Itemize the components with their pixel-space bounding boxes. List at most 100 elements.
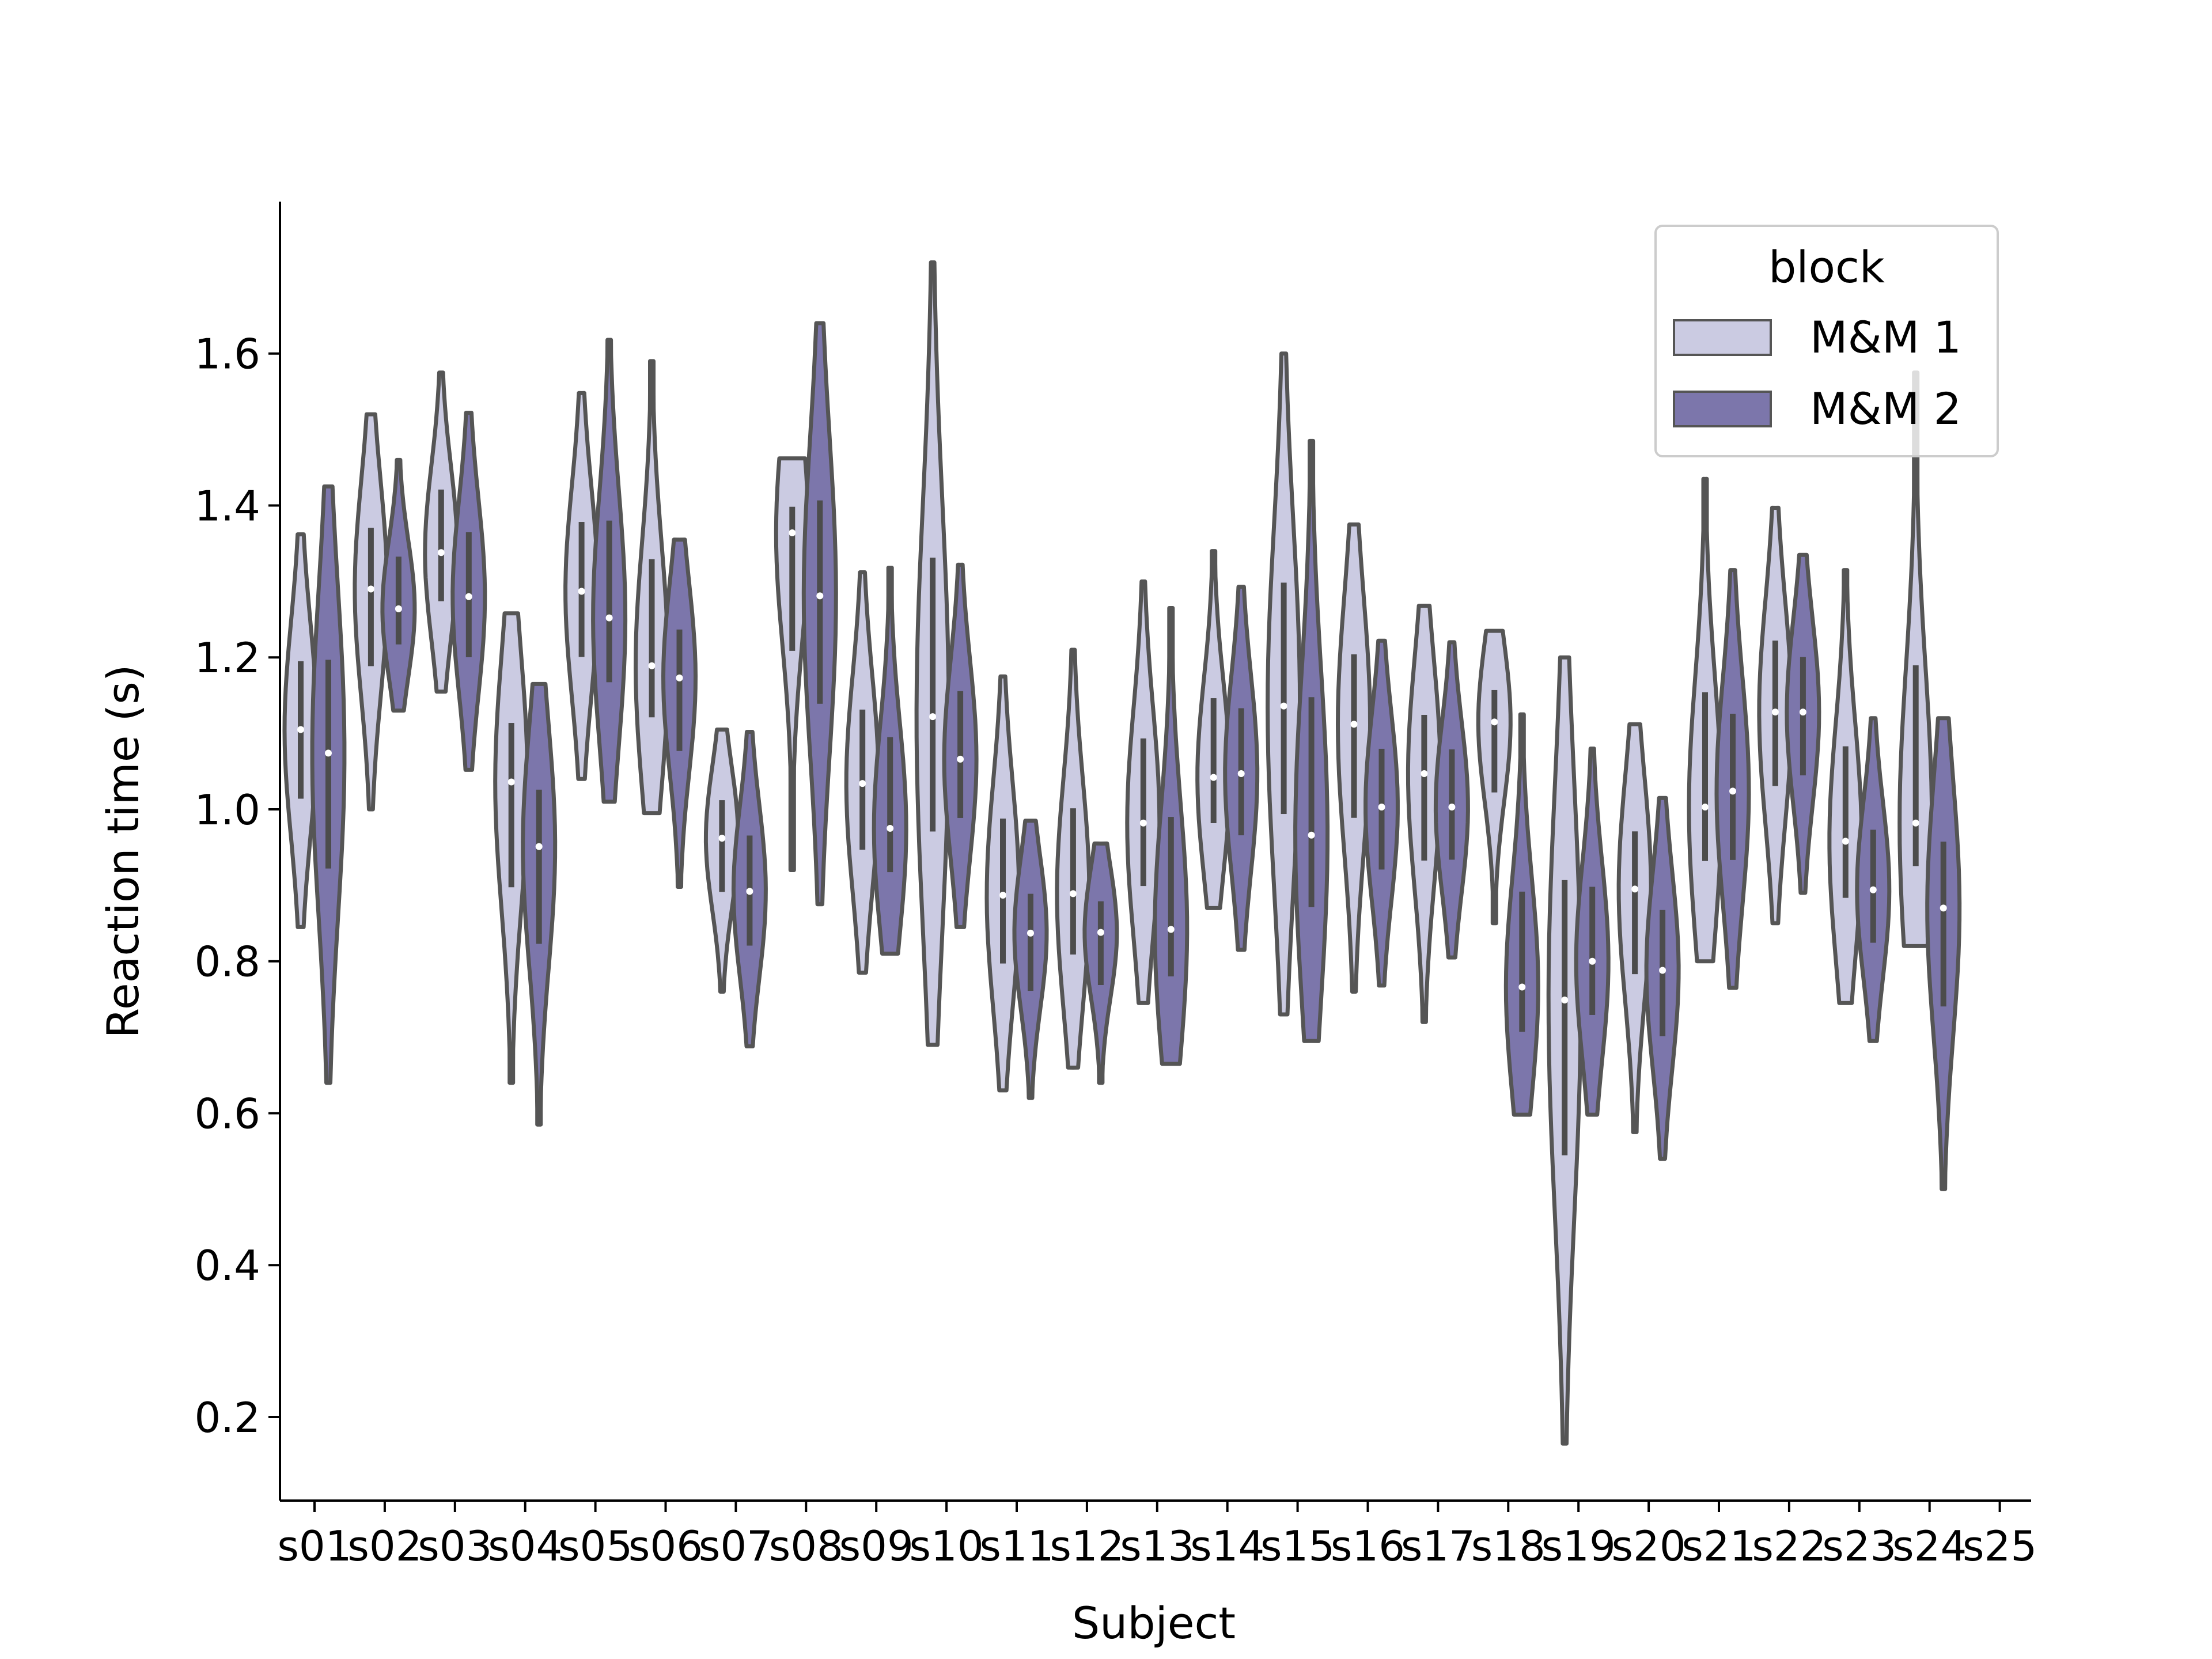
violin-box-s22-mm2 xyxy=(1800,657,1806,776)
violin-box-s03-mm1 xyxy=(438,489,444,601)
violin-box-s01-mm2 xyxy=(325,660,331,869)
median-dot-s03-mm1 xyxy=(437,549,445,556)
violin-box-s10-mm1 xyxy=(930,558,936,832)
x-tick-label: s22 xyxy=(1752,1522,1826,1570)
x-ticks: s01s02s03s04s05s06s07s08s09s10s11s12s13s… xyxy=(277,1501,2037,1570)
violin-box-s05-mm2 xyxy=(606,520,612,683)
median-dot-s16-mm2 xyxy=(1378,804,1385,811)
violin-box-s18-mm1 xyxy=(1491,690,1498,793)
median-dot-s23-mm2 xyxy=(1869,886,1877,893)
median-dot-s17-mm2 xyxy=(1448,804,1456,811)
violin-box-s07-mm1 xyxy=(719,800,725,892)
violin-box-s23-mm1 xyxy=(1842,746,1849,898)
y-tick-label: 1.2 xyxy=(194,634,260,682)
median-dot-s13-mm1 xyxy=(1139,819,1147,827)
median-dot-s06-mm2 xyxy=(676,674,683,681)
x-tick-label: s10 xyxy=(910,1522,984,1570)
violin-box-s24-mm1 xyxy=(1912,665,1919,866)
violin-box-s11-mm1 xyxy=(1000,819,1006,964)
median-dot-s17-mm1 xyxy=(1421,770,1428,777)
y-tick-label: 1.4 xyxy=(194,482,260,530)
violin-box-s21-mm2 xyxy=(1730,714,1736,860)
legend-title: block xyxy=(1768,241,1885,293)
median-dot-s08-mm2 xyxy=(816,592,824,600)
y-tick-label: 1.0 xyxy=(194,786,260,834)
violin-box-s13-mm2 xyxy=(1168,817,1174,977)
median-dot-s19-mm2 xyxy=(1589,957,1596,965)
x-tick-label: s01 xyxy=(277,1522,351,1570)
violin-box-s24-mm2 xyxy=(1940,842,1946,1007)
median-dot-s21-mm1 xyxy=(1702,804,1709,811)
median-dot-s24-mm2 xyxy=(1940,904,1947,912)
median-dot-s15-mm2 xyxy=(1308,831,1315,839)
median-dot-s01-mm1 xyxy=(297,726,304,733)
median-dot-s21-mm2 xyxy=(1729,787,1736,795)
y-tick-label: 1.6 xyxy=(194,330,260,378)
x-tick-label: s16 xyxy=(1331,1522,1405,1570)
x-tick-label: s19 xyxy=(1541,1522,1616,1570)
x-tick-label: s08 xyxy=(769,1522,843,1570)
y-tick-label: 0.4 xyxy=(194,1241,260,1290)
violin-box-s04-mm1 xyxy=(508,723,514,888)
violin-box-s12-mm1 xyxy=(1070,808,1076,955)
violin-box-s08-mm2 xyxy=(817,500,823,704)
median-dot-s02-mm1 xyxy=(367,585,374,593)
x-tick-label: s18 xyxy=(1471,1522,1546,1570)
x-tick-label: s06 xyxy=(628,1522,703,1570)
median-dot-s10-mm1 xyxy=(929,713,937,721)
median-dot-s02-mm2 xyxy=(395,605,402,612)
median-dot-s20-mm1 xyxy=(1631,885,1639,893)
median-dot-s12-mm2 xyxy=(1097,929,1104,936)
y-tick-label: 0.6 xyxy=(194,1089,260,1138)
violin-box-s04-mm2 xyxy=(536,789,542,944)
legend-swatch-mm2 xyxy=(1673,391,1772,427)
median-dot-s14-mm2 xyxy=(1237,770,1245,777)
y-tick-label: 0.2 xyxy=(194,1393,260,1442)
violin-box-s20-mm1 xyxy=(1632,831,1638,975)
x-tick-label: s02 xyxy=(347,1522,422,1570)
median-dot-s01-mm2 xyxy=(325,749,332,757)
violin-box-s10-mm2 xyxy=(957,691,964,818)
x-tick-label: s12 xyxy=(1050,1522,1124,1570)
x-tick-label: s04 xyxy=(488,1522,562,1570)
median-dot-s07-mm2 xyxy=(746,888,753,895)
median-dot-s05-mm2 xyxy=(605,614,613,622)
violin-box-s13-mm1 xyxy=(1140,738,1146,887)
x-tick-label: s11 xyxy=(979,1522,1054,1570)
legend-swatch-mm1 xyxy=(1673,319,1772,356)
median-dot-s14-mm1 xyxy=(1210,774,1217,781)
median-dot-s09-mm2 xyxy=(887,824,894,832)
median-dot-s04-mm1 xyxy=(507,778,515,786)
x-tick-label: s15 xyxy=(1260,1522,1335,1570)
median-dot-s08-mm1 xyxy=(789,529,796,536)
violin-box-s02-mm2 xyxy=(395,556,402,645)
median-dot-s05-mm1 xyxy=(578,588,585,595)
median-dot-s03-mm2 xyxy=(465,593,472,600)
median-dot-s16-mm1 xyxy=(1350,721,1358,728)
y-axis-title: Reaction time (s) xyxy=(97,664,149,1038)
violin-box-s15-mm1 xyxy=(1281,582,1287,815)
violin-box-s15-mm2 xyxy=(1308,697,1315,907)
x-tick-label: s13 xyxy=(1120,1522,1194,1570)
x-tick-label: s14 xyxy=(1190,1522,1264,1570)
violin-box-s08-mm1 xyxy=(789,506,796,651)
median-dot-s15-mm1 xyxy=(1280,702,1287,710)
violin-box-s06-mm2 xyxy=(676,629,683,751)
legend-label-mm1: M&M 1 xyxy=(1810,312,1961,363)
median-dot-s23-mm1 xyxy=(1842,838,1849,845)
median-dot-s18-mm2 xyxy=(1518,983,1526,991)
x-tick-label: s09 xyxy=(839,1522,914,1570)
violin-box-s19-mm2 xyxy=(1589,887,1596,1015)
median-dot-s10-mm2 xyxy=(957,755,964,763)
x-tick-label: s03 xyxy=(418,1522,492,1570)
median-dot-s11-mm2 xyxy=(1027,929,1034,937)
violin-s24-mm1 xyxy=(1897,370,1934,948)
violin-layer xyxy=(282,260,1962,1446)
median-dot-s06-mm1 xyxy=(648,662,656,669)
x-tick-label: s05 xyxy=(558,1522,632,1570)
violin-box-s09-mm1 xyxy=(859,709,866,850)
violin-box-s17-mm1 xyxy=(1421,714,1427,861)
median-dot-s18-mm1 xyxy=(1491,718,1498,726)
violin-box-s19-mm1 xyxy=(1562,880,1568,1156)
x-tick-label: s20 xyxy=(1612,1522,1686,1570)
